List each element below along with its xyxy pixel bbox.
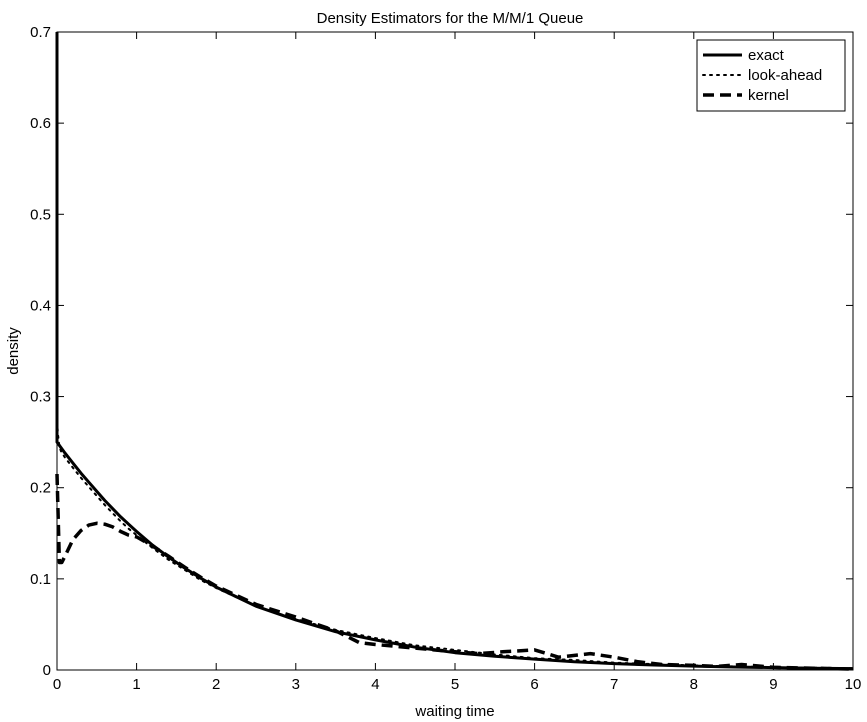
y-tick-label: 0.6 [30,115,51,132]
y-axis-title: density [5,327,22,375]
series-line-exact [55,32,854,671]
x-tick-label: 2 [212,676,220,693]
series-layer [55,32,854,671]
x-tick-label: 8 [690,676,698,693]
axis-ticks: 0 1 2 3 4 5 6 7 8 9 10 0 0.1 0.2 0.3 0.4 0.5 0.6 0.7 [30,24,861,693]
x-tick-label: 0 [53,676,61,693]
legend-label-look-ahead: look-ahead [748,67,822,84]
x-tick-label: 1 [132,676,140,693]
series-line-kernel [55,473,854,671]
legend-box [696,39,846,112]
series-line-look-ahead [56,413,854,670]
x-tick-label: 4 [371,676,379,693]
x-tick-label: 9 [769,676,777,693]
y-tick-label: 0.1 [30,571,51,588]
y-tick-label: 0.3 [30,389,51,406]
x-tick-label: 3 [292,676,300,693]
y-tick-label: 0.7 [30,24,51,41]
y-tick-label: 0 [43,662,51,679]
x-axis-title: waiting time [414,703,494,720]
plot-frame [56,31,854,671]
y-tick-label: 0.2 [30,480,51,497]
legend-label-exact: exact [748,47,785,64]
legend-label-kernel: kernel [748,87,789,104]
x-tick-label: 10 [845,676,862,693]
x-tick-label: 7 [610,676,618,693]
y-tick-label: 0.4 [30,297,51,314]
legend: exact look-ahead kernel [696,39,846,112]
chart-title: Density Estimators for the M/M/1 Queue [317,10,584,27]
x-tick-label: 5 [451,676,459,693]
y-tick-label: 0.5 [30,206,51,223]
x-tick-label: 6 [530,676,538,693]
